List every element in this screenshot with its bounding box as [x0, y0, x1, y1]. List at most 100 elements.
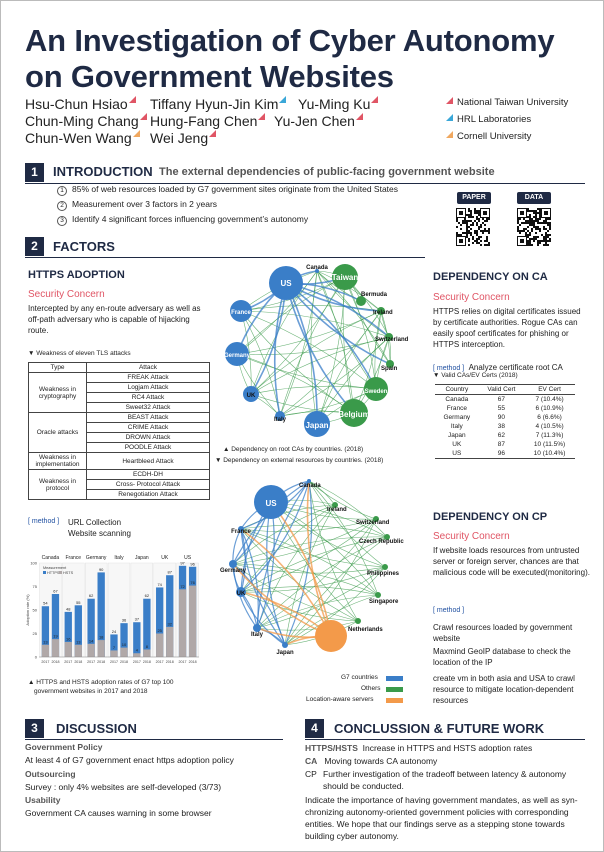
qr-module — [476, 216, 478, 218]
qr-module — [462, 222, 464, 224]
data-qr-code[interactable] — [517, 208, 551, 246]
chart-x-tick: 2018 — [189, 660, 197, 664]
graph-edge — [240, 310, 355, 414]
col-type: Type — [28, 362, 87, 373]
qr-module — [486, 218, 488, 220]
chart-bar-https — [97, 572, 105, 657]
ca-table-cell: Japan — [447, 432, 466, 439]
graph-node — [236, 587, 246, 597]
qr-module — [476, 230, 478, 232]
affiliation-marker — [355, 113, 363, 120]
graph-edge — [236, 353, 377, 390]
qr-module — [468, 226, 470, 228]
graph-node — [332, 264, 358, 290]
qr-module — [474, 240, 476, 242]
discussion-item-head: Usability — [25, 795, 61, 805]
qr-finder — [541, 208, 551, 218]
graph-node — [253, 624, 261, 632]
qr-module — [519, 224, 521, 226]
affiliation-marker — [258, 113, 266, 120]
chart-bar-https — [51, 594, 60, 657]
graph-node — [304, 411, 330, 437]
author: Hsu-Chun Hsiao — [25, 96, 136, 112]
graph-node-label: Italy — [251, 632, 264, 638]
chart-bar-hsts — [188, 585, 197, 657]
chart-y-tick: 0 — [35, 655, 38, 660]
qr-module — [549, 234, 551, 236]
qr-module — [476, 210, 478, 212]
qr-module — [480, 224, 482, 226]
graph-edge — [240, 310, 390, 338]
qr-module — [527, 220, 529, 222]
chart-data-label: 72 — [180, 584, 185, 589]
section-number: 2 — [25, 237, 44, 256]
discussion-item-text: At least 4 of G7 government enact https … — [25, 755, 234, 765]
qr-module — [456, 226, 458, 228]
qr-module — [527, 210, 529, 212]
ca-table-cell: 87 — [497, 441, 506, 448]
conclusion-closing: Indicate the importance of having govern… — [305, 795, 578, 841]
graph-node-label: Japan — [305, 421, 328, 430]
graph-edge — [284, 518, 377, 646]
paper-qr-code[interactable] — [456, 208, 490, 246]
qr-module — [537, 218, 539, 220]
qr-module — [529, 210, 531, 212]
graph-edge — [240, 591, 286, 646]
chart-x-tick: 2017 — [156, 660, 164, 664]
chart-legend-label: HSTS — [63, 571, 74, 575]
https-method-label: [ method ] — [28, 518, 60, 525]
qr-module — [537, 244, 539, 246]
graph-node-label: Location-aware servers — [286, 652, 376, 661]
graph-edge — [284, 504, 336, 646]
graph-node-label: France — [231, 529, 251, 535]
qr-module — [529, 220, 531, 222]
ca-description: HTTPS relies on digital certificates iss… — [433, 307, 581, 349]
author: Chun-Wen Wang — [25, 130, 140, 146]
qr-module — [486, 244, 488, 246]
graph-node-label: Netherlands — [348, 627, 383, 633]
graph-edge — [256, 480, 310, 629]
graph-edge — [256, 504, 336, 629]
qr-module — [533, 226, 535, 228]
graph-edge — [308, 480, 377, 520]
qr-module — [470, 232, 472, 234]
qr-module — [527, 234, 529, 236]
qr-module — [539, 230, 541, 232]
intro-bullet: 2 Measurement over 3 factors in 2 years — [57, 199, 217, 211]
chart-y-tick: 75 — [33, 584, 38, 589]
graph-node-label: Taiwan — [332, 273, 359, 282]
qr-module — [517, 226, 519, 228]
qr-module — [537, 222, 539, 224]
qr-module — [466, 230, 468, 232]
graph-node-label: Germany — [224, 353, 251, 359]
qr-module — [533, 216, 535, 218]
bar-chart-caption-1: ▲ HTTPS and HSTS adoption rates of G7 to… — [28, 679, 174, 686]
graph-edge — [240, 524, 388, 538]
qr-module — [488, 230, 490, 232]
graph-edge — [240, 518, 377, 532]
conclusion-heading: CONCLUSSION & FUTURE WORK — [334, 721, 545, 736]
ca-table-cell: UK — [452, 441, 462, 448]
graph-node — [332, 502, 338, 508]
qr-module — [545, 228, 547, 230]
qr-module — [484, 224, 486, 226]
chart-data-label: 8 — [146, 644, 149, 649]
chart-category-label: Germany — [86, 555, 107, 561]
qr-module — [484, 228, 486, 230]
qr-module — [547, 240, 549, 242]
qr-module — [468, 210, 470, 212]
qr-module — [543, 226, 545, 228]
qr-module — [537, 228, 539, 230]
graph-edge — [240, 528, 379, 596]
qr-module — [527, 222, 529, 224]
qr-module — [468, 244, 470, 246]
graph-edge — [308, 480, 386, 568]
graph-node — [238, 526, 244, 532]
chart-bar-hsts — [178, 589, 187, 657]
ca-table-cell: US — [435, 449, 479, 459]
qr-module — [533, 210, 535, 212]
qr-module — [458, 222, 460, 224]
qr-module — [533, 224, 535, 226]
qr-module — [535, 220, 537, 222]
qr-module — [466, 214, 468, 216]
